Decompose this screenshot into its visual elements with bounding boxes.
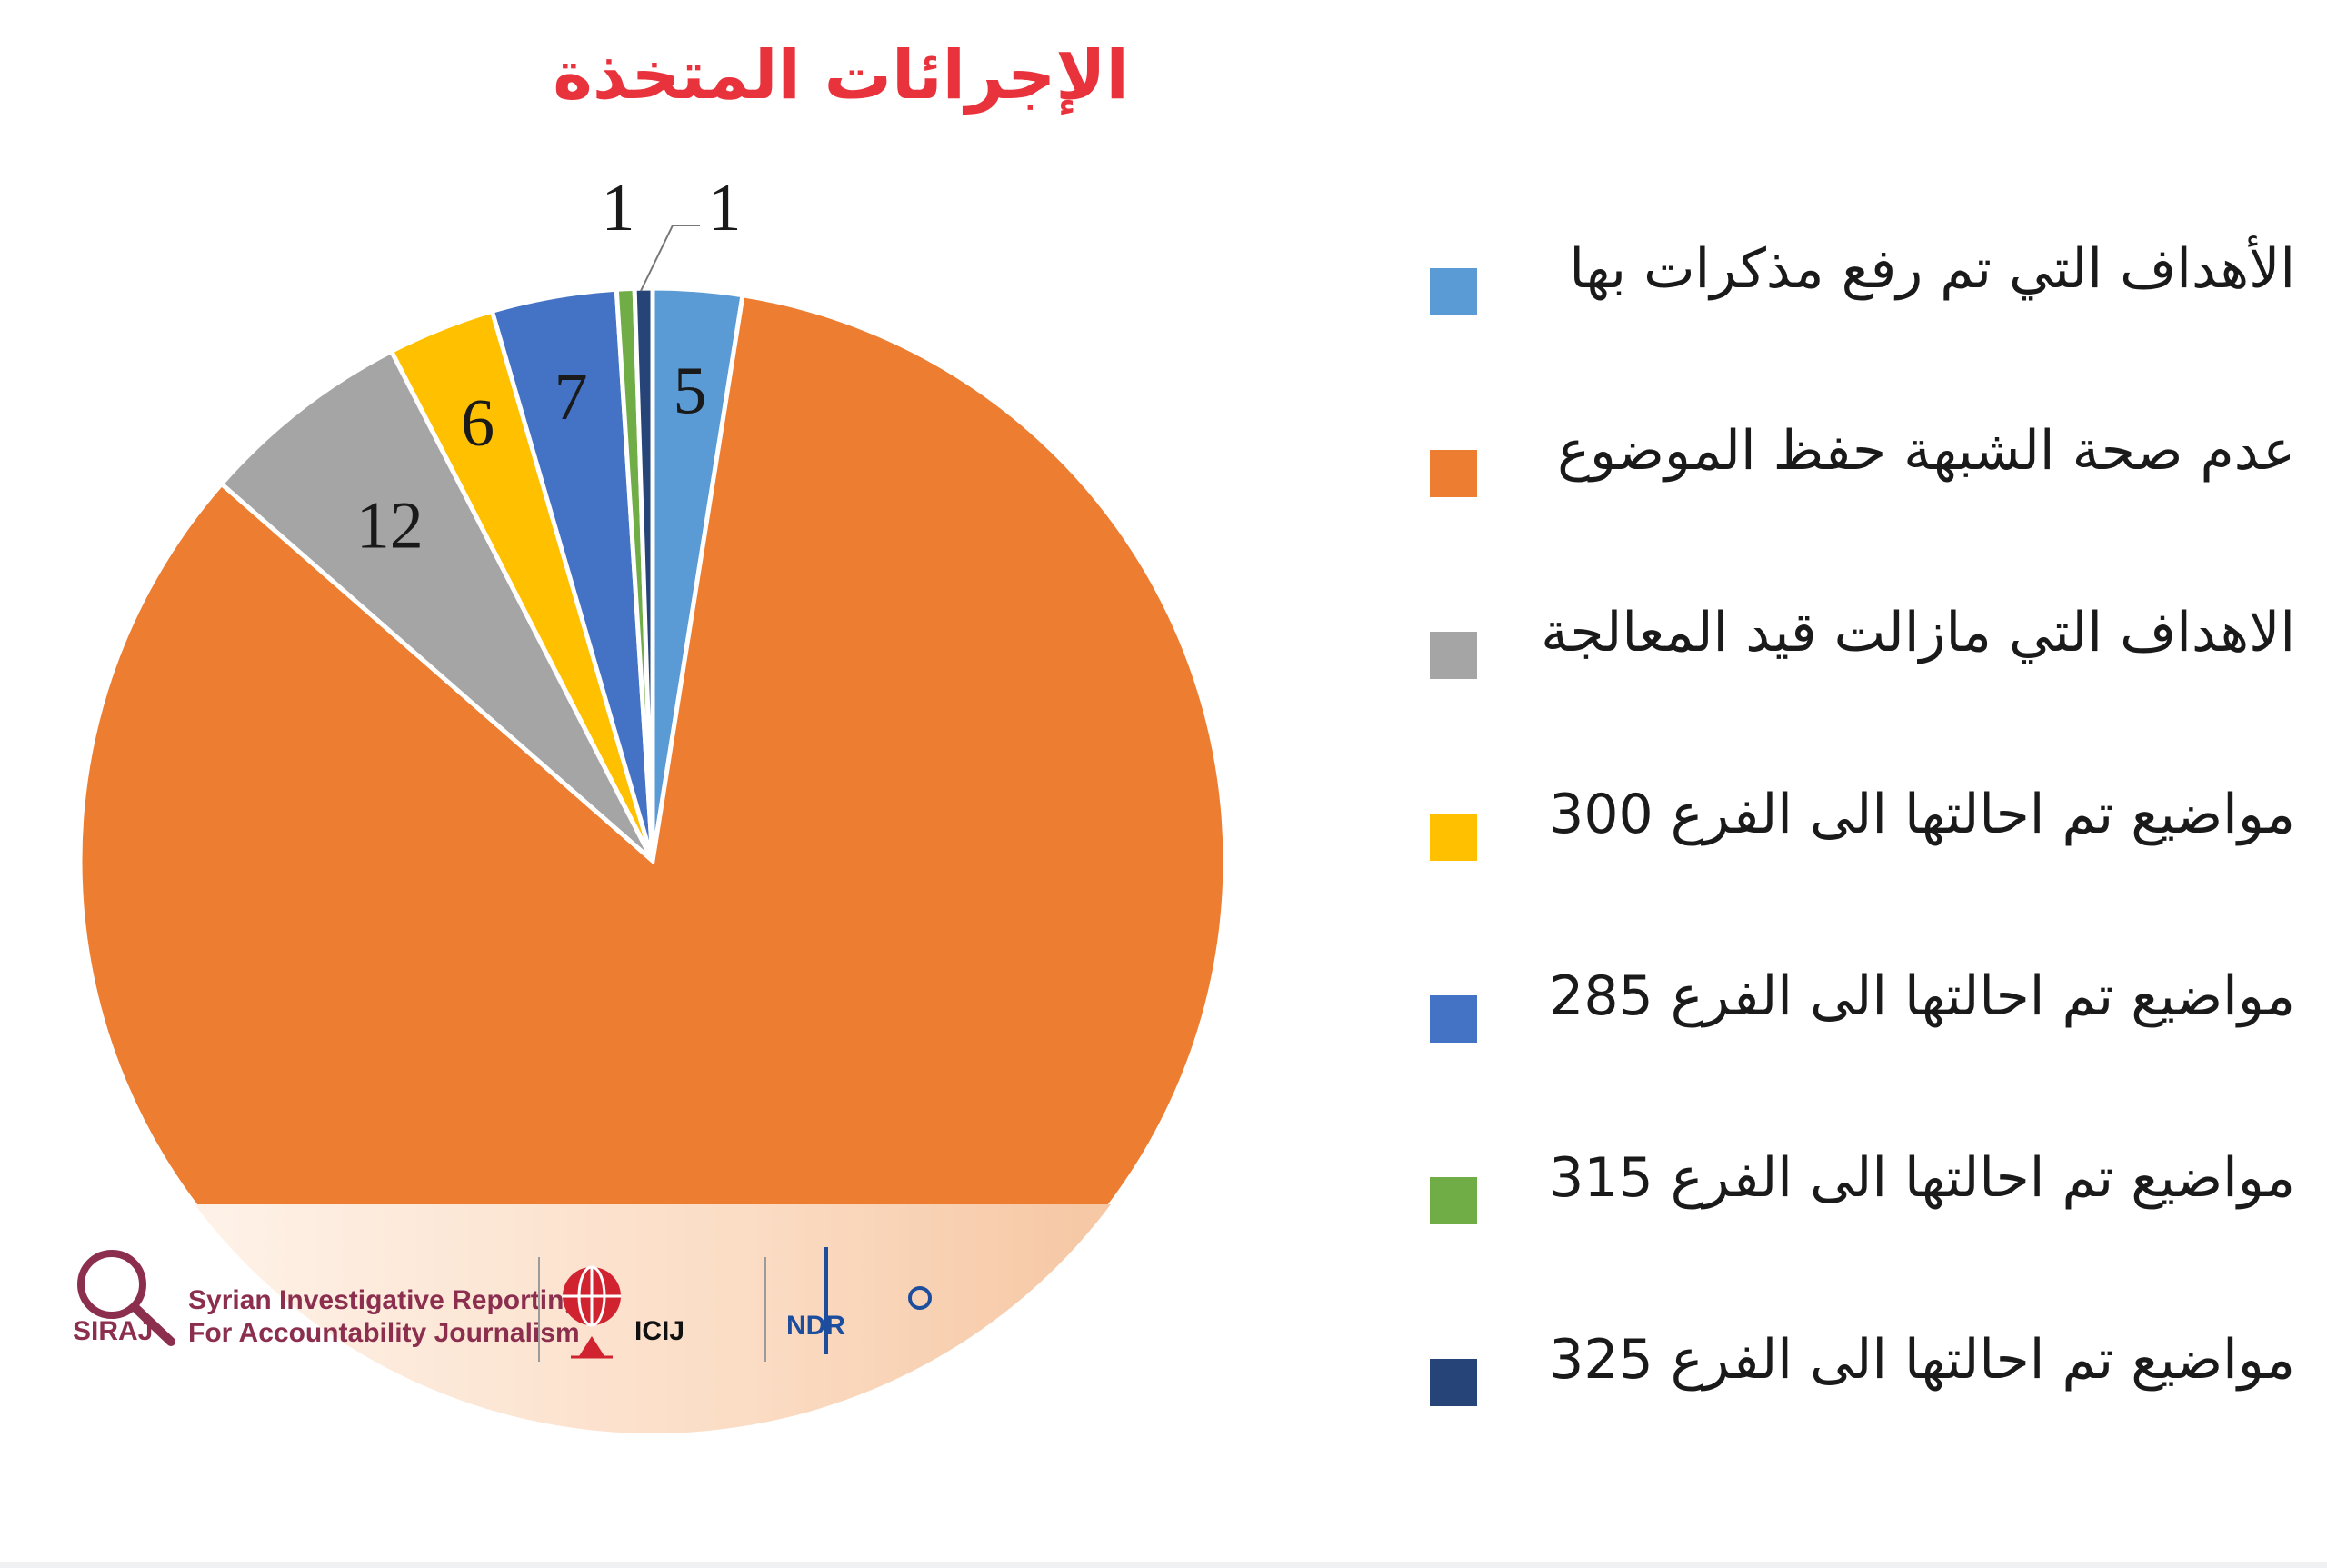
legend-swatch: [1430, 268, 1477, 315]
legend-swatch: [1430, 814, 1477, 861]
chart-title: الإجرائات المتخذة: [553, 36, 1129, 115]
data-label: 12: [356, 489, 424, 564]
legend-label: مواضيع تم احالتها الى الفرع 315: [1549, 1146, 2295, 1210]
legend-swatch: [1430, 632, 1477, 679]
legend-swatch: [1430, 995, 1477, 1043]
magnifier-handle: [130, 1303, 175, 1346]
data-label: 6: [461, 386, 494, 461]
legend-label: مواضيع تم احالتها الى الفرع 325: [1549, 1328, 2295, 1392]
legend: الأهداف التي تم رفع مذكرات بها عدم صحة ال…: [1430, 235, 2295, 1406]
magnifier-icon: [77, 1250, 146, 1319]
ard-icon: [908, 1286, 932, 1310]
data-label: 7: [554, 360, 588, 434]
legend-label: الأهداف التي تم رفع مذكرات بها: [1569, 235, 2295, 301]
ndr-logo: NDR: [786, 1247, 932, 1354]
siraj-line1: Syrian Investigative Reporting: [188, 1285, 581, 1315]
pie-slice: [632, 285, 655, 862]
siraj-line2: For Accountability Journalism: [188, 1318, 580, 1348]
pie-data-labels: 5 12 6 7 1 1: [356, 171, 742, 564]
legend-label: الاهداف التي مازالت قيد المعالجة: [1541, 601, 2295, 664]
icij-wordmark: ICIJ: [634, 1316, 684, 1346]
legend-swatch: [1430, 1177, 1477, 1224]
data-label: 1: [602, 171, 635, 245]
ndr-wordmark: NDR: [786, 1311, 845, 1341]
data-label: 1: [708, 171, 742, 245]
icij-logo: ICIJ: [563, 1265, 684, 1359]
legend-swatch: [1430, 450, 1477, 497]
siraj-wordmark: SIRAJ: [73, 1316, 153, 1346]
bottom-strip: [0, 1562, 2327, 1568]
legend-label: مواضيع تم احالتها الى الفرع 300: [1549, 783, 2295, 846]
pie-slices: [77, 285, 1228, 1436]
data-label: 5: [674, 355, 707, 429]
pie-slice: [218, 347, 655, 863]
leader-line: [640, 225, 700, 292]
legend-swatch: [1430, 1359, 1477, 1406]
siraj-logo: SIRAJ Syrian Investigative Reporting For…: [73, 1250, 581, 1348]
legend-label: مواضيع تم احالتها الى الفرع 285: [1549, 964, 2295, 1028]
legend-label: عدم صحة الشبهة حفظ الموضوع: [1557, 419, 2295, 483]
